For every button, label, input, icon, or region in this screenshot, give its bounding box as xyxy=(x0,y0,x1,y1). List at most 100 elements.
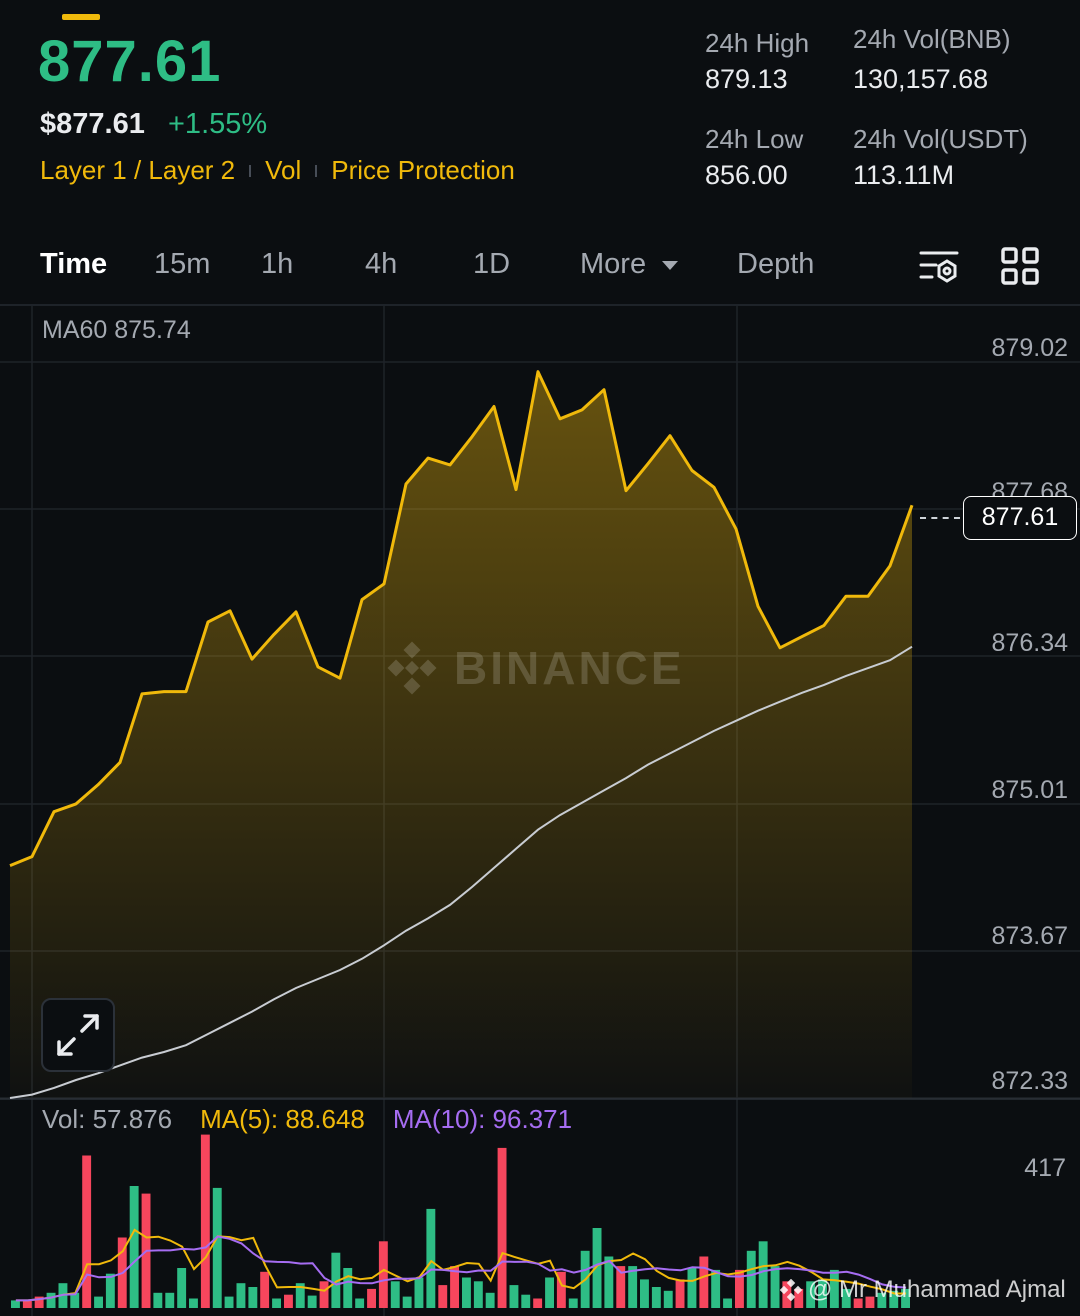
volume-bar xyxy=(248,1287,258,1308)
tab-depth[interactable]: Depth xyxy=(737,248,815,280)
volume-bar xyxy=(758,1241,768,1308)
y-tick-label: 873.67 xyxy=(991,922,1068,950)
price-line xyxy=(9,370,914,867)
price-change-percent: +1.55% xyxy=(168,108,268,140)
volume-bar xyxy=(699,1256,709,1308)
volume-bar xyxy=(794,1288,804,1308)
tag-price-protection[interactable]: Price Protection xyxy=(331,155,515,185)
volume-bar xyxy=(46,1292,56,1308)
credit-text: @ Mr Muhammad Ajmal xyxy=(808,1276,1066,1303)
volume-bar xyxy=(509,1285,519,1308)
vol-quote-label: 24h Vol(USDT) xyxy=(853,124,1028,154)
tab-1d[interactable]: 1D xyxy=(473,248,511,280)
tab-time[interactable]: Time xyxy=(40,248,108,280)
vol-base-label: 24h Vol(BNB) xyxy=(853,24,1011,54)
volume-bar xyxy=(829,1269,839,1308)
volume-bar xyxy=(735,1269,744,1308)
current-price-tag: 877.61 xyxy=(963,496,1077,540)
volume-bar xyxy=(153,1292,163,1308)
volume-bar xyxy=(11,1300,20,1308)
vol-base-value: 130,157.68 xyxy=(853,64,989,94)
tab-15m[interactable]: 15m xyxy=(154,248,211,280)
tag-layer[interactable]: Layer 1 / Layer 2 xyxy=(40,155,236,185)
volume-ma5: MA(5): 88.648 xyxy=(200,1104,365,1134)
volume-bar xyxy=(746,1250,756,1308)
ma60-line xyxy=(9,645,913,1099)
volume-bar xyxy=(616,1266,626,1308)
tab-4h[interactable]: 4h xyxy=(365,248,398,280)
volume-ma10-line xyxy=(15,1235,907,1302)
high-value: 879.13 xyxy=(705,64,788,94)
volume-bar xyxy=(568,1298,578,1308)
volume-bar xyxy=(651,1287,661,1308)
volume-bar xyxy=(687,1268,697,1308)
volume-bar xyxy=(224,1296,234,1308)
volume-bar xyxy=(426,1208,436,1308)
fullscreen-button[interactable] xyxy=(41,998,115,1072)
tag-vol[interactable]: Vol xyxy=(265,155,302,185)
ma60-label: MA60 875.74 xyxy=(42,316,191,344)
volume-bar xyxy=(319,1281,329,1308)
volume-bar xyxy=(355,1298,365,1308)
volume-legend: Vol: 57.876 MA(5): 88.648 MA(10): 96.371 xyxy=(42,1104,572,1135)
price-area-fill xyxy=(10,371,912,1098)
binance-watermark: BINANCE xyxy=(384,640,685,696)
price-chart[interactable] xyxy=(0,306,1080,1316)
volume-bar xyxy=(723,1298,732,1308)
active-tab-indicator xyxy=(62,14,100,20)
volume-bar xyxy=(236,1283,246,1308)
volume-bar xyxy=(865,1296,875,1308)
volume-bar xyxy=(450,1266,459,1308)
volume-bar xyxy=(604,1256,614,1308)
more-dropdown[interactable]: More xyxy=(580,248,680,281)
y-tick-label: 872.33 xyxy=(991,1067,1068,1095)
caret-down-icon xyxy=(662,261,679,271)
volume-bar xyxy=(818,1279,827,1308)
credit-watermark: @ Mr Muhammad Ajmal xyxy=(780,1276,1066,1304)
volume-bar xyxy=(853,1298,863,1308)
last-price: 877.61 xyxy=(38,29,222,94)
watermark-text: BINANCE xyxy=(454,642,685,694)
volume-bar xyxy=(901,1288,910,1308)
tag-list: Layer 1 / Layer 2 Vol Price Protection xyxy=(40,155,515,186)
volume-bar xyxy=(284,1294,293,1308)
chart-grid xyxy=(0,306,1080,1316)
volume-bar xyxy=(675,1279,685,1308)
volume-bar xyxy=(533,1298,543,1308)
volume-bar xyxy=(378,1241,388,1308)
volume-bar xyxy=(295,1283,305,1308)
volume-bar xyxy=(592,1228,602,1308)
volume-bar xyxy=(438,1285,448,1308)
volume-bar xyxy=(200,1134,210,1308)
volume-bar xyxy=(402,1296,412,1308)
binance-small-logo-icon xyxy=(780,1279,802,1301)
volume-bar xyxy=(782,1281,792,1308)
volume-bar xyxy=(663,1290,673,1308)
tab-1h[interactable]: 1h xyxy=(261,248,294,280)
chart-settings-icon[interactable] xyxy=(918,248,960,288)
more-label: More xyxy=(580,248,647,280)
grid-layout-icon[interactable] xyxy=(1000,246,1040,286)
volume-bar xyxy=(34,1296,44,1308)
y-tick-label: 879.02 xyxy=(991,334,1068,362)
chart-toolbar: Time 15m 1h 4h 1D More Depth xyxy=(0,236,1080,304)
volume-bar xyxy=(485,1292,495,1308)
volume-bar xyxy=(129,1186,139,1308)
volume-bar xyxy=(189,1298,198,1308)
low-value: 856.00 xyxy=(705,160,788,190)
volume-bar xyxy=(806,1281,816,1308)
volume-bar xyxy=(414,1277,424,1308)
volume-bar xyxy=(497,1147,507,1308)
volume-bar xyxy=(841,1288,851,1308)
volume-bar xyxy=(640,1279,649,1308)
volume-bar xyxy=(628,1266,638,1308)
expand-arrows-icon xyxy=(57,1014,99,1056)
volume-bar xyxy=(711,1269,721,1308)
volume-bar xyxy=(462,1277,471,1308)
volume-bar xyxy=(165,1292,175,1308)
usd-price: $877.61 xyxy=(40,108,145,140)
y-tick-label: 876.34 xyxy=(991,629,1068,657)
volume-value: Vol: 57.876 xyxy=(42,1104,173,1134)
volume-bar xyxy=(212,1187,222,1308)
volume-bar xyxy=(556,1271,566,1308)
